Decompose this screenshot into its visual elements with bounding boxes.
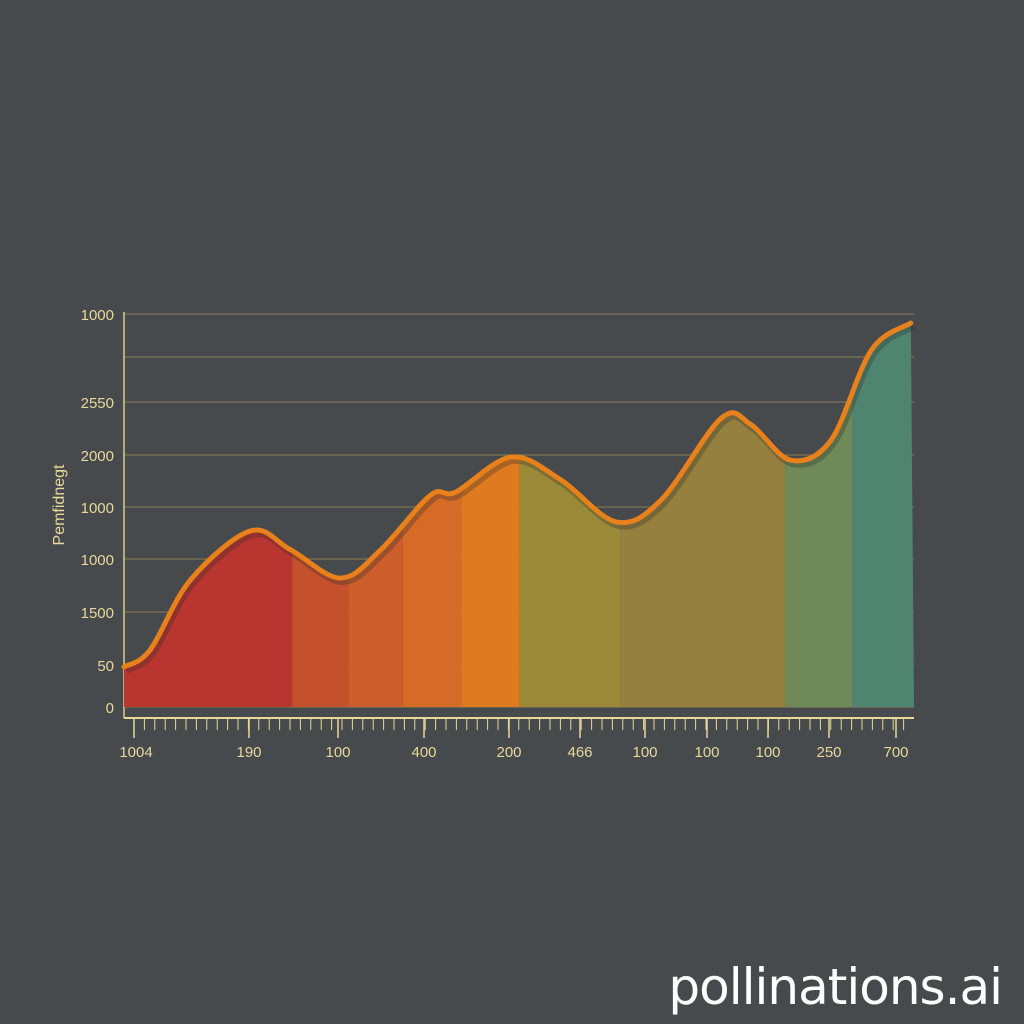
y-tick-label: 1000 (81, 500, 114, 517)
x-tick-label: 1004 (119, 744, 152, 761)
y-tick-label: 0 (106, 700, 114, 717)
line-shadow (123, 322, 916, 674)
x-tick-label: 100 (632, 744, 657, 761)
x-tick-label: 466 (567, 744, 592, 761)
x-tick-label: 190 (236, 744, 261, 761)
area-band (519, 323, 621, 707)
series-line (121, 320, 914, 670)
bands (124, 323, 914, 707)
x-tick-label: 400 (411, 744, 436, 761)
area-band (124, 323, 293, 707)
x-tick-label: 250 (816, 744, 841, 761)
y-tick-label: 1000 (81, 552, 114, 569)
watermark: pollinations.ai (668, 958, 1003, 1016)
area-band (292, 323, 349, 707)
area-band (461, 323, 520, 707)
x-tick-label: 100 (694, 744, 719, 761)
x-tick-label: 700 (883, 744, 908, 761)
y-axis-label: Pemfidnegt (51, 464, 68, 545)
area-band (620, 323, 786, 707)
y-tick-label: 2000 (81, 448, 114, 465)
x-tick-label: 200 (496, 744, 521, 761)
y-tick-label: 2550 (81, 395, 114, 412)
area-band (348, 323, 403, 707)
area-band (852, 323, 914, 707)
x-tick-label: 100 (755, 744, 780, 761)
area-band (785, 323, 853, 707)
y-tick-label: 50 (97, 658, 114, 675)
y-tick-label: 1000 (81, 307, 114, 324)
y-tick-label: 1500 (81, 605, 114, 622)
x-tick-label: 100 (325, 744, 350, 761)
